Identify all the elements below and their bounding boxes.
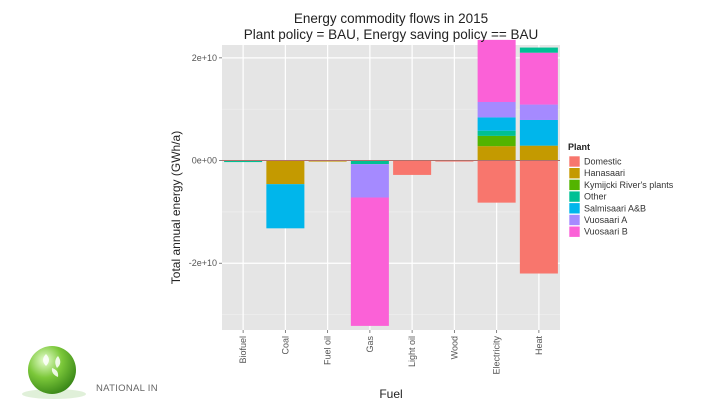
bar-segment (477, 146, 516, 161)
legend-label: Hanasaari (584, 168, 625, 178)
bar-segment (224, 160, 263, 163)
bar-segment (350, 160, 389, 165)
legend-key (568, 225, 581, 238)
legend-label: Vuosaari A (584, 215, 627, 225)
bar-segment (266, 184, 305, 229)
bar-segment (350, 197, 389, 326)
x-tick-label: Wood (449, 336, 459, 359)
legend-label: Salmisaari A&B (584, 203, 646, 213)
bar-segment (519, 160, 558, 274)
x-tick-label: Fuel oil (323, 336, 333, 365)
y-tick-label: -2e+10 (189, 258, 217, 268)
x-tick-label: Biofuel (238, 336, 248, 364)
organization-text: NATIONAL IN (96, 383, 158, 394)
bar-segment (477, 160, 516, 203)
bar-segment (393, 160, 432, 175)
bar-segment (519, 47, 558, 53)
bar-segment (519, 52, 558, 105)
legend-key (568, 202, 581, 215)
bar-segment (266, 160, 305, 185)
legend-key (568, 155, 581, 168)
legend-label: Other (584, 192, 607, 202)
bar-segment (477, 102, 516, 118)
chart-title: Energy commodity flows in 2015 (294, 11, 488, 26)
x-tick-label: Heat (534, 336, 544, 356)
bar-segment (435, 160, 474, 162)
legend-label: Vuosaari B (584, 227, 628, 237)
x-tick-label: Gas (365, 336, 375, 353)
x-tick-label: Coal (280, 336, 290, 355)
y-tick-label: 0e+00 (192, 156, 217, 166)
bar-segment (519, 145, 558, 161)
bar-segment (350, 164, 389, 198)
bar-segment (477, 130, 516, 136)
legend-key (568, 179, 581, 191)
chart-subtitle: Plant policy = BAU, Energy saving policy… (244, 27, 539, 42)
legend-title: Plant (568, 142, 590, 152)
bar-segment (477, 117, 516, 131)
bar-segment (519, 104, 558, 120)
bar-segment (477, 135, 516, 147)
legend-key (568, 167, 581, 179)
legend-key (568, 214, 581, 226)
bar-segment (477, 39, 516, 102)
legend-key (568, 190, 581, 203)
bar-segment (519, 119, 558, 146)
x-tick-label: Light oil (407, 336, 417, 367)
y-tick-label: 2e+10 (192, 53, 217, 63)
legend-label: Kymijcki River's plants (584, 180, 674, 190)
globe-logo-icon (18, 340, 90, 400)
bar-segment (308, 160, 347, 162)
x-tick-label: Electricity (492, 336, 502, 375)
y-axis-label: Total annual energy (GWh/a) (169, 131, 183, 284)
legend-label: Domestic (584, 157, 622, 167)
x-axis-label: Fuel (379, 387, 402, 401)
